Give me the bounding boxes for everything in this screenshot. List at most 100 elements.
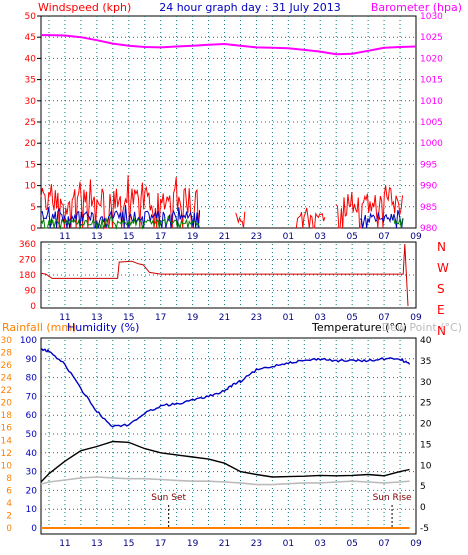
temp-humidity-grid xyxy=(41,340,416,528)
humidity-tick-label: 50 xyxy=(26,430,38,440)
compass-label: N xyxy=(437,240,446,254)
p1-xtick-label: 23 xyxy=(251,232,262,242)
temperature-tick-label: -5 xyxy=(420,524,429,534)
humidity-line xyxy=(40,348,411,428)
p3-xtick-label: 19 xyxy=(187,539,199,549)
graph-title: 24 hour graph day : 31 July 2013 xyxy=(159,1,341,14)
windspeed-tick-label: 20 xyxy=(25,139,37,149)
wind-series-line xyxy=(40,213,201,230)
wind-series-line xyxy=(40,204,201,229)
temp-humidity-series xyxy=(40,348,411,529)
barometer-tick-label: 1025 xyxy=(420,33,443,43)
barometer-tick-label: 1005 xyxy=(420,118,443,128)
p3-xtick-label: 01 xyxy=(283,539,294,549)
compass-label: S xyxy=(437,282,445,296)
humidity-tick-label: 40 xyxy=(26,449,38,459)
rainfall-tick-label: 10 xyxy=(1,461,13,471)
temperature-tick-label: 5 xyxy=(420,482,426,492)
barometer-tick-label: 990 xyxy=(420,182,437,192)
windspeed-tick-label: 45 xyxy=(25,33,36,43)
rainfall-tick-label: 28 xyxy=(1,349,13,359)
p2-xtick-label: 23 xyxy=(251,313,262,323)
p3-xtick-label: 23 xyxy=(251,539,262,549)
barometer-tick-label: 980 xyxy=(420,224,437,234)
rainfall-tick-label: 12 xyxy=(1,449,12,459)
p2-xtick-label: 07 xyxy=(378,313,389,323)
rainfall-tick-label: 4 xyxy=(6,499,12,509)
wind-series-line xyxy=(391,216,403,229)
sun-annotation: Sun Set xyxy=(151,493,186,503)
rainfall-tick-label: 8 xyxy=(6,474,12,484)
wind-series-line xyxy=(235,211,246,229)
p2-xtick-label: 17 xyxy=(155,313,166,323)
wind-direction-panel xyxy=(40,241,417,309)
windspeed-tick-label: 35 xyxy=(25,76,36,86)
p3-xtick-label: 07 xyxy=(378,539,389,549)
barometer-tick-label: 995 xyxy=(420,160,437,170)
windspeed-tick-label: 0 xyxy=(30,224,36,234)
p2-xtick-label: 01 xyxy=(283,313,294,323)
windspeed-tick-label: 25 xyxy=(25,118,36,128)
p2-xtick-label: 03 xyxy=(315,313,326,323)
humidity-tick-label: 0 xyxy=(31,524,37,534)
compass-label: W xyxy=(437,261,449,275)
p1-xtick-label: 11 xyxy=(59,232,70,242)
humidity-tick-label: 60 xyxy=(26,411,38,421)
p2-xtick-label: 13 xyxy=(91,313,102,323)
rainfall-tick-label: 26 xyxy=(1,361,13,371)
p1-xtick-label: 05 xyxy=(346,232,357,242)
temperature-tick-label: 25 xyxy=(420,399,431,409)
p2-xtick-label: 05 xyxy=(346,313,357,323)
humidity-tick-label: 20 xyxy=(26,486,38,496)
barometer-tick-label: 1010 xyxy=(420,97,443,107)
temperature-tick-label: 0 xyxy=(420,503,426,513)
wind-direction-line xyxy=(40,243,409,307)
p3-xtick-label: 13 xyxy=(91,539,102,549)
temperature-tick-label: 35 xyxy=(420,357,431,367)
wind-series-line xyxy=(295,207,326,229)
temperature-axis-label: Temperature (°C) xyxy=(311,321,407,334)
compass-label: N xyxy=(437,324,446,338)
humidity-axis-label: Humidity (%) xyxy=(67,321,139,334)
p1-xtick-label: 09 xyxy=(410,232,422,242)
windspeed-tick-label: 50 xyxy=(25,12,37,22)
p1-xtick-label: 03 xyxy=(315,232,326,242)
temperature-tick-label: 20 xyxy=(420,420,432,430)
windspeed-tick-label: 10 xyxy=(25,182,37,192)
rainfall-tick-label: 2 xyxy=(6,511,12,521)
p1-xtick-label: 17 xyxy=(155,232,166,242)
barometer-tick-label: 1000 xyxy=(420,139,443,149)
humidity-tick-label: 80 xyxy=(26,374,38,384)
direction-tick-label: 90 xyxy=(25,287,37,297)
p3-xtick-label: 03 xyxy=(315,539,326,549)
wind-direction-grid xyxy=(41,244,416,306)
p3-xtick-label: 21 xyxy=(219,539,230,549)
barometer-tick-label: 985 xyxy=(420,203,437,213)
windspeed-tick-label: 30 xyxy=(25,97,37,107)
temperature-tick-label: 15 xyxy=(420,440,431,450)
rainfall-tick-label: 18 xyxy=(1,411,13,421)
dewpoint-axis-label: Dew Point (°C) xyxy=(382,321,462,334)
humidity-tick-label: 70 xyxy=(26,392,38,402)
p3-xtick-label: 11 xyxy=(59,539,70,549)
p1-xtick-label: 07 xyxy=(378,232,389,242)
wind-direction-series xyxy=(40,243,409,307)
direction-tick-label: 360 xyxy=(19,240,36,250)
temperature-line xyxy=(40,440,410,483)
wind-barometer-ticks: 0510152025303540455098098599099510001005… xyxy=(25,12,444,242)
temperature-tick-label: 40 xyxy=(420,336,432,346)
p1-xtick-label: 13 xyxy=(91,232,102,242)
p1-xtick-label: 15 xyxy=(123,232,134,242)
p2-xtick-label: 11 xyxy=(59,313,70,323)
wind-series-line xyxy=(40,175,201,229)
barometer-line xyxy=(41,34,417,56)
p3-xtick-label: 09 xyxy=(410,539,422,549)
temperature-tick-label: 30 xyxy=(420,378,432,388)
windspeed-tick-label: 15 xyxy=(25,160,36,170)
rainfall-tick-label: 6 xyxy=(6,486,12,496)
wind-series-line xyxy=(335,185,403,229)
barometer-tick-label: 1020 xyxy=(420,54,443,64)
